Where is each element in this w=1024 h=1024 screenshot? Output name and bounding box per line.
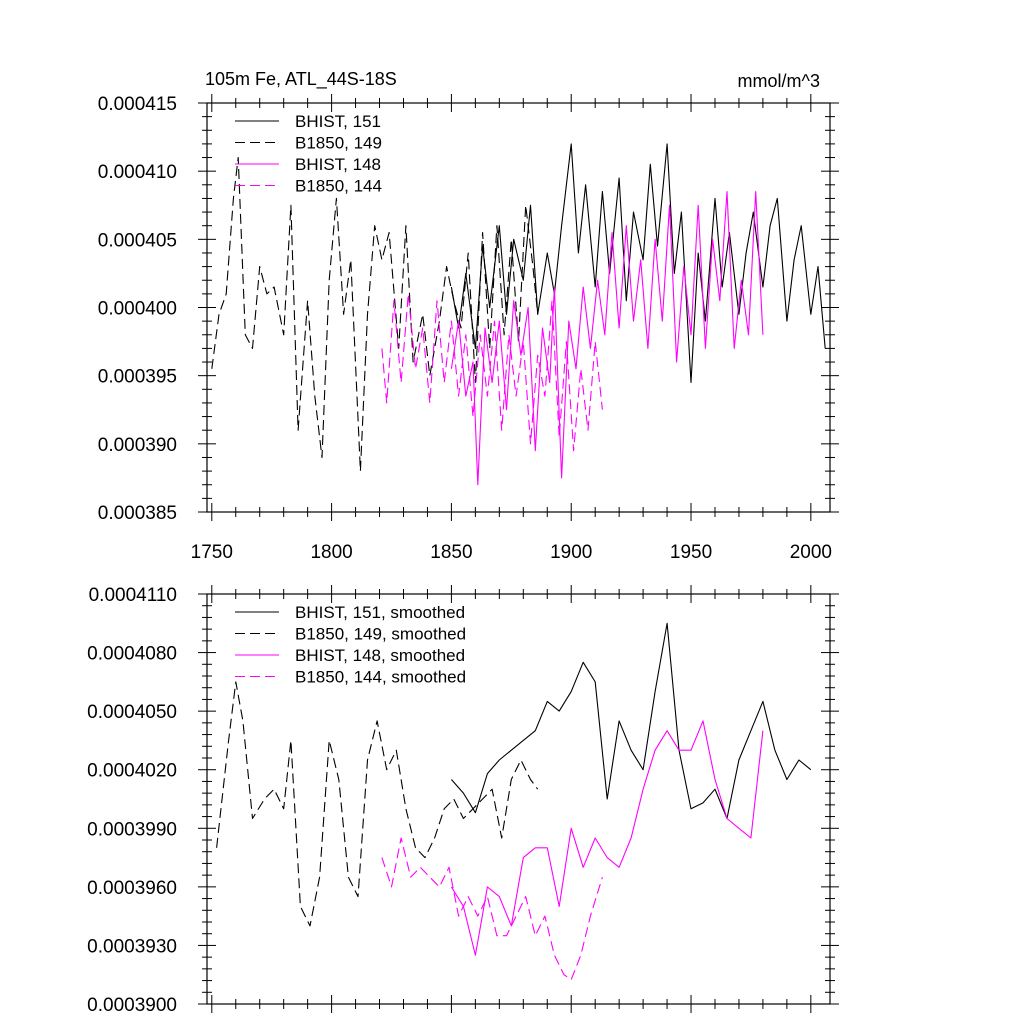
y-tick-label: 0.000390 xyxy=(98,435,177,456)
legend-entry: B1850, 149 xyxy=(295,134,382,153)
bottom-legend: BHIST, 151, smoothed B1850, 149, smoothed… xyxy=(235,603,466,687)
bottom-series-lines xyxy=(216,622,812,981)
y-tick-label: 0.000385 xyxy=(98,503,177,524)
x-tick-label: 1800 xyxy=(310,542,352,563)
legend-entry: BHIST, 148, smoothed xyxy=(295,646,465,665)
y-tick-label: 0.0003990 xyxy=(87,819,177,840)
legend-entry: B1850, 144, smoothed xyxy=(295,668,466,687)
series-line-2 xyxy=(216,681,539,927)
y-tick-label: 0.0004080 xyxy=(87,644,177,665)
legend-entry: B1850, 144 xyxy=(295,177,382,196)
x-tick-label: 2000 xyxy=(790,542,832,563)
series-line-2 xyxy=(211,156,539,472)
plot-frame xyxy=(206,593,831,1005)
top-series-lines xyxy=(211,143,826,486)
x-tick-label: 1950 xyxy=(670,542,712,563)
y-tick-label: 0.000400 xyxy=(98,299,177,320)
y-tick-label: 0.0004020 xyxy=(87,761,177,782)
y-tick-label: 0.000405 xyxy=(98,230,177,251)
series-line-3 xyxy=(450,191,764,486)
y-tick-label: 0.0004050 xyxy=(87,702,177,723)
x-tick-label: 1900 xyxy=(550,542,592,563)
y-tick-label: 0.0004110 xyxy=(89,585,177,606)
top-panel: 105m Fe, ATL_44S-18S mmol/m^3 1750 1800 18… xyxy=(98,69,839,563)
bottom-panel: 0.0003900 0.0003930 0.0003960 0.0003990 0.00… xyxy=(87,585,839,1016)
y-tick-label: 0.0003900 xyxy=(87,995,177,1016)
series-line-1 xyxy=(450,143,826,384)
y-tick-label: 0.0003960 xyxy=(87,878,177,899)
bottom-axes: 0.0003900 0.0003930 0.0003960 0.0003990 0.00… xyxy=(87,585,839,1016)
series-line-1 xyxy=(450,622,812,820)
x-tick-label: 1750 xyxy=(191,542,233,563)
y-tick-label: 0.000395 xyxy=(98,367,177,388)
units-label: mmol/m^3 xyxy=(738,71,820,91)
top-legend: BHIST, 151 B1850, 149 BHIST, 148 B1850, 144 xyxy=(235,112,382,196)
top-axes: 1750 1800 1850 1900 1950 2000 0.000385 0.000390… xyxy=(98,94,839,563)
y-tick-label: 0.000410 xyxy=(98,162,177,183)
legend-entry: B1850, 149, smoothed xyxy=(295,625,466,644)
series-line-4 xyxy=(381,837,603,981)
chart-title: 105m Fe, ATL_44S-18S xyxy=(205,69,397,90)
legend-entry: BHIST, 148 xyxy=(295,155,381,174)
series-line-4 xyxy=(381,293,603,452)
y-tick-label: 0.000415 xyxy=(98,94,177,115)
legend-entry: BHIST, 151 xyxy=(295,112,381,131)
legend-entry: BHIST, 151, smoothed xyxy=(295,603,465,622)
series-line-3 xyxy=(450,720,764,956)
x-tick-label: 1850 xyxy=(430,542,472,563)
y-tick-label: 0.0003930 xyxy=(87,936,177,957)
